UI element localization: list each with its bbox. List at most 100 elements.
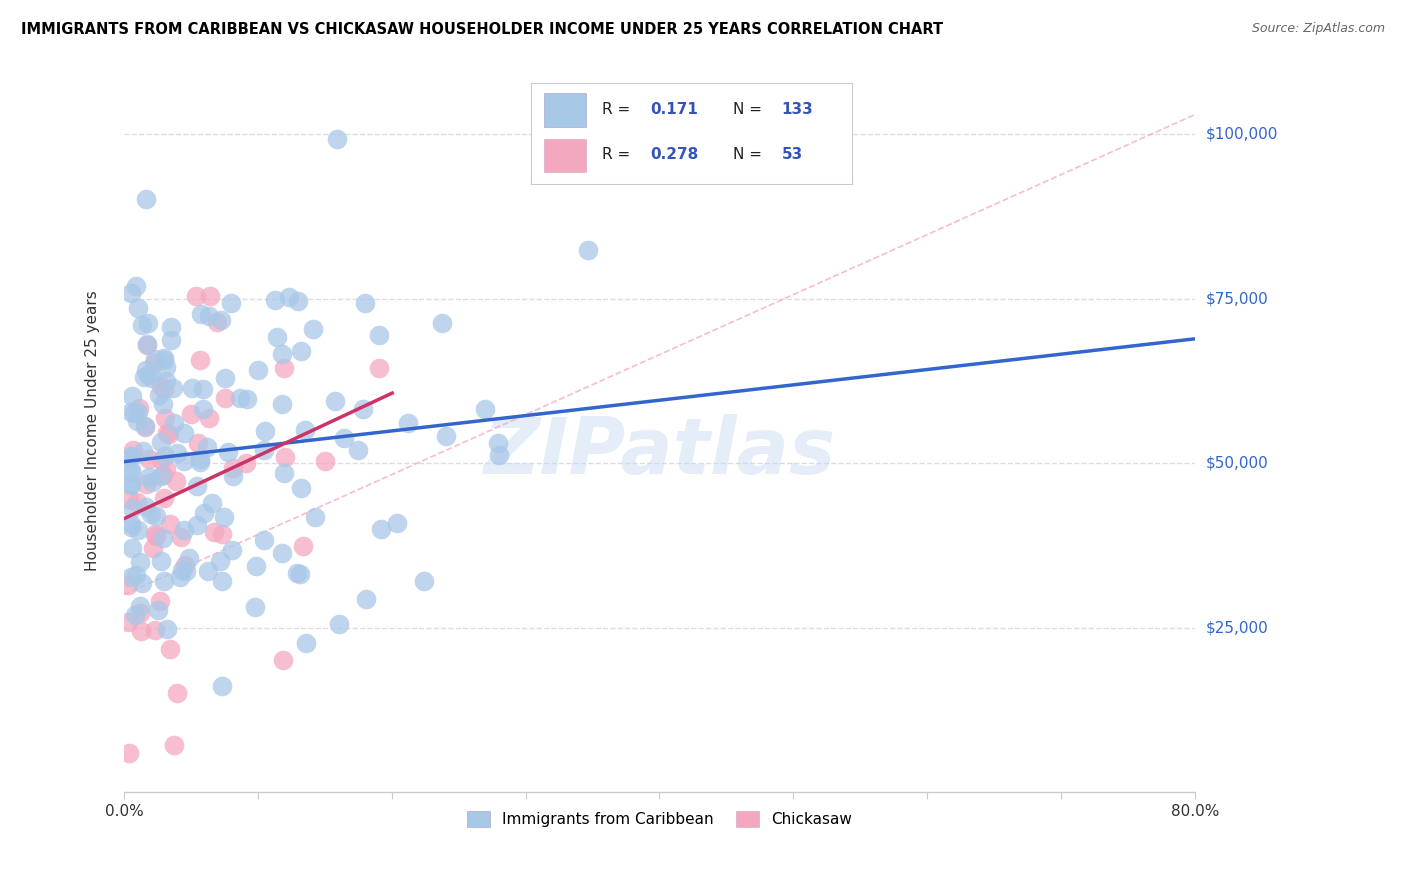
Point — [434, 429, 457, 443]
Point — [139, 508, 162, 522]
Point — [148, 594, 170, 608]
Point — [125, 279, 148, 293]
Point — [368, 328, 391, 343]
Point — [271, 397, 294, 411]
Point — [314, 453, 336, 467]
Point — [346, 442, 368, 457]
Point — [129, 607, 152, 621]
Point — [152, 532, 174, 546]
Point — [117, 615, 139, 629]
Point — [166, 686, 188, 700]
Point — [174, 564, 197, 578]
Point — [162, 381, 184, 395]
Point — [127, 495, 149, 509]
Point — [134, 419, 156, 434]
Y-axis label: Householder Income Under 25 years: Householder Income Under 25 years — [86, 290, 100, 571]
Point — [135, 477, 157, 491]
Text: Source: ZipAtlas.com: Source: ZipAtlas.com — [1251, 22, 1385, 36]
Point — [131, 624, 153, 638]
Point — [486, 436, 509, 450]
Point — [156, 425, 179, 440]
Point — [352, 402, 374, 417]
Point — [292, 539, 315, 553]
Point — [145, 529, 167, 543]
Text: $100,000: $100,000 — [1206, 127, 1278, 142]
Point — [197, 564, 219, 578]
Point — [143, 527, 166, 541]
Point — [326, 132, 349, 146]
Point — [218, 444, 240, 458]
Point — [120, 286, 142, 301]
Point — [368, 361, 391, 376]
Point — [122, 406, 145, 420]
Point — [173, 523, 195, 537]
Point — [162, 738, 184, 752]
Point — [188, 455, 211, 469]
Point — [155, 462, 177, 476]
Point — [127, 523, 149, 537]
Point — [150, 452, 173, 467]
Point — [370, 522, 392, 536]
Point — [253, 443, 276, 458]
Point — [229, 391, 252, 405]
Point — [205, 315, 228, 329]
Point — [143, 352, 166, 367]
Text: $25,000: $25,000 — [1206, 620, 1268, 635]
Point — [135, 192, 157, 206]
Point — [193, 506, 215, 520]
Point — [211, 574, 233, 589]
Point — [153, 382, 176, 396]
Point — [120, 466, 142, 480]
Point — [135, 362, 157, 376]
Point — [287, 294, 309, 309]
Point — [235, 457, 257, 471]
Point — [120, 450, 142, 464]
Point — [136, 337, 159, 351]
Point — [190, 451, 212, 466]
Point — [153, 491, 176, 506]
Point — [141, 370, 163, 384]
Point — [385, 516, 408, 531]
Point — [209, 553, 232, 567]
Point — [290, 567, 312, 582]
Point — [432, 316, 454, 330]
Point — [138, 470, 160, 484]
Point — [173, 453, 195, 467]
Point — [271, 347, 294, 361]
Point — [186, 479, 208, 493]
Point — [290, 344, 312, 359]
Point — [179, 551, 201, 566]
Point — [214, 391, 236, 405]
Point — [122, 443, 145, 458]
Point — [127, 405, 149, 419]
Point — [127, 414, 149, 428]
Point — [221, 543, 243, 558]
Point — [274, 450, 297, 464]
Point — [169, 570, 191, 584]
Point — [474, 402, 496, 417]
Point — [129, 555, 152, 569]
Point — [149, 435, 172, 450]
Point — [143, 624, 166, 638]
Point — [152, 467, 174, 482]
Point — [149, 469, 172, 483]
Point — [121, 389, 143, 403]
Point — [214, 371, 236, 385]
Point — [156, 622, 179, 636]
Point — [131, 576, 153, 591]
Point — [396, 416, 419, 430]
Point — [236, 392, 259, 406]
Point — [121, 500, 143, 515]
Point — [221, 296, 243, 310]
Point — [277, 290, 299, 304]
Point — [253, 533, 276, 547]
Point — [160, 320, 183, 334]
Point — [157, 427, 180, 442]
Point — [211, 527, 233, 541]
Point — [198, 288, 221, 302]
Point — [354, 296, 377, 310]
Point — [121, 541, 143, 555]
Point — [131, 318, 153, 332]
Point — [356, 592, 378, 607]
Point — [184, 289, 207, 303]
